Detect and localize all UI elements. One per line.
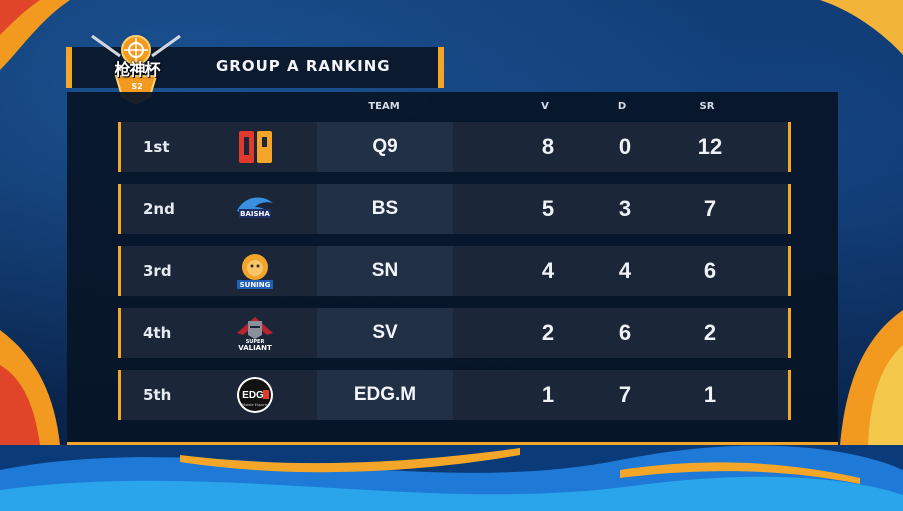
- team-cell: [317, 184, 453, 234]
- victories-value: 1: [541, 382, 555, 407]
- page-title: GROUP A RANKING: [216, 57, 391, 75]
- victories-value: 5: [541, 196, 555, 221]
- sr-value: 12: [697, 134, 723, 159]
- victories-value: 4: [541, 258, 555, 283]
- rank-label: 3rd: [143, 262, 172, 280]
- panel-bottom-accent: [67, 442, 838, 445]
- team-cell: [317, 122, 453, 172]
- team-name: SN: [371, 260, 399, 281]
- svg-text:BAISHA: BAISHA: [240, 210, 270, 218]
- svg-text:SUNING: SUNING: [240, 281, 271, 289]
- tournament-logo-text: 枪神杯: [114, 60, 160, 79]
- rank-label: 4th: [143, 324, 172, 342]
- tournament-logo-icon: [91, 34, 181, 106]
- column-header-sr: SR: [699, 101, 715, 112]
- table-row: 2nd BAISHA BS 5 3 7: [118, 184, 791, 234]
- edg-m-logo-icon: EDG Mobile Esports: [237, 377, 273, 413]
- svg-text:SUPER: SUPER: [246, 339, 265, 345]
- defeats-value: 3: [618, 196, 632, 221]
- rank-label: 2nd: [143, 200, 175, 218]
- victories-value: 2: [541, 320, 555, 345]
- team-cell: [317, 370, 453, 420]
- table-row: 4th SUPER VALIANT SV 2 6 2: [118, 308, 791, 358]
- team-name: SV: [372, 322, 398, 343]
- svg-text:VALIANT: VALIANT: [238, 344, 272, 352]
- table-row: 5th EDG Mobile Esports EDG.M 1 7 1: [118, 370, 791, 420]
- team-name: BS: [371, 198, 399, 219]
- baisha-shark-logo-icon: BAISHA: [237, 197, 273, 218]
- team-cell: [317, 308, 453, 358]
- defeats-value: 4: [618, 258, 632, 283]
- team-name: EDG.M: [353, 384, 417, 405]
- q9-logo-icon: [239, 131, 272, 163]
- svg-text:Mobile Esports: Mobile Esports: [242, 403, 268, 407]
- defeats-value: 7: [618, 382, 632, 407]
- super-valiant-knight-logo-icon: SUPER VALIANT: [237, 317, 273, 352]
- svg-text:EDG: EDG: [242, 390, 264, 401]
- column-header-v: V: [541, 101, 549, 112]
- column-header-team: TEAM: [368, 101, 400, 112]
- defeats-value: 6: [618, 320, 632, 345]
- rank-label: 1st: [143, 138, 170, 156]
- victories-value: 8: [541, 134, 555, 159]
- column-header-d: D: [617, 101, 627, 112]
- table-row: 3rd SUNING SN 4 4 6: [118, 246, 791, 296]
- tournament-logo-season: S2: [131, 82, 143, 91]
- team-cell: [317, 246, 453, 296]
- sr-value: 6: [703, 258, 717, 283]
- sr-value: 7: [703, 196, 717, 221]
- sr-value: 2: [703, 320, 717, 345]
- defeats-value: 0: [618, 134, 632, 159]
- sr-value: 1: [703, 382, 717, 407]
- table-row: 1st Q9 8 0 12: [118, 122, 791, 172]
- team-name: Q9: [372, 136, 398, 157]
- rank-label: 5th: [143, 386, 172, 404]
- suning-lion-logo-icon: SUNING: [237, 254, 273, 289]
